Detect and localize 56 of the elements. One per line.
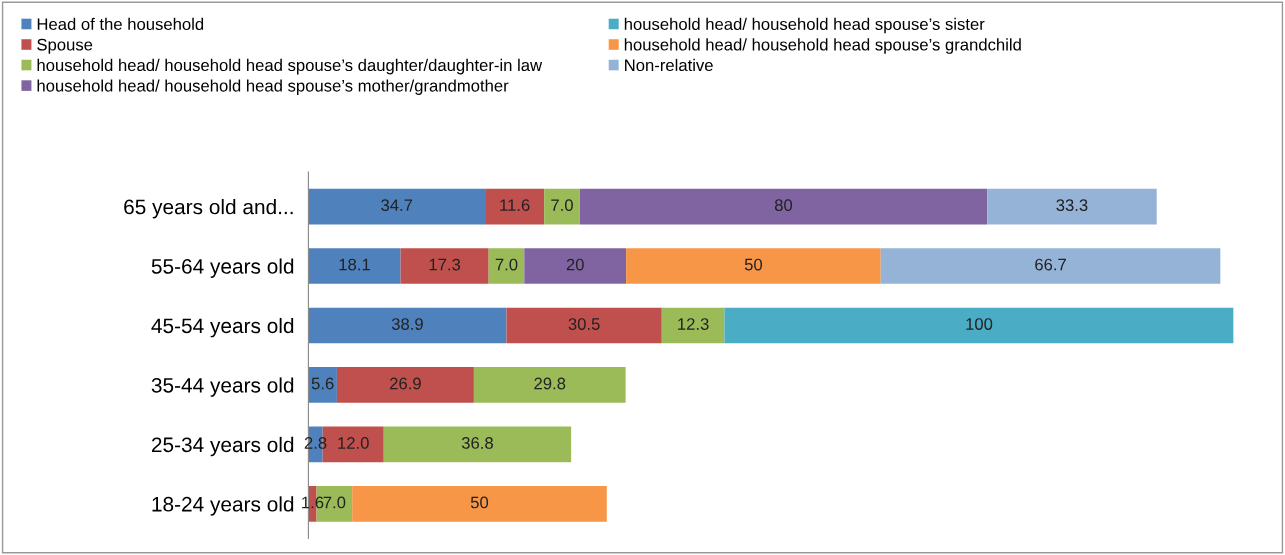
y-tick-label: 45-54 years old [151, 317, 294, 338]
legend-label: Head of the household [37, 17, 204, 31]
bar [308, 188, 486, 225]
bar [473, 367, 626, 403]
bar [626, 248, 881, 284]
bar [506, 307, 662, 344]
data-label: 12.3 [678, 318, 709, 330]
bar [336, 367, 474, 403]
data-label: 11.6 [500, 199, 530, 212]
data-label: 66.7 [1035, 258, 1066, 271]
bar [383, 426, 572, 463]
data-label: 100 [966, 318, 993, 330]
data-label: 34.7 [381, 199, 413, 212]
data-label: 29.8 [534, 377, 566, 390]
bar [579, 188, 988, 225]
bar [308, 307, 507, 344]
bar [308, 367, 337, 403]
legend-label: Spouse [37, 38, 93, 54]
y-tick-label: 18-24 years old [152, 496, 294, 516]
data-label: 17.3 [429, 258, 461, 271]
data-label: 38.9 [391, 318, 423, 330]
bar [400, 248, 489, 284]
bar [308, 248, 401, 284]
y-tick-label: 55-64 years old [151, 258, 294, 278]
bar [524, 248, 627, 284]
bar [661, 307, 725, 344]
bar [485, 188, 545, 225]
data-label: 33.3 [1056, 199, 1088, 212]
data-label: 7.0 [495, 258, 518, 271]
data-label: 12.0 [338, 437, 369, 449]
bar [987, 188, 1157, 225]
data-label: 30.5 [568, 318, 600, 330]
bar [880, 248, 1221, 284]
data-label: 7.0 [323, 496, 346, 509]
data-label: 26.9 [390, 377, 421, 390]
data-label: 50 [470, 496, 489, 509]
legend-label: household head/ household head spouse’s mother/grandmother [37, 79, 509, 95]
legend-label: Non-relative [625, 58, 713, 72]
data-label: 50 [744, 258, 763, 271]
bar [488, 248, 525, 284]
data-label: 36.8 [461, 437, 493, 449]
data-label: 18.1 [339, 258, 370, 271]
data-label: 5.6 [311, 377, 334, 390]
legend-label: household head/ household head spouse’s sister [624, 17, 985, 34]
data-label: 1.6 [302, 496, 324, 509]
legend-label: household head/ household head spouse’s daughter/daughter-in law [37, 58, 543, 75]
data-label: 20 [566, 258, 584, 271]
bar [544, 188, 580, 225]
bar [352, 486, 607, 522]
y-tick-label: 65 years old and... [124, 198, 293, 219]
data-label: 7.0 [551, 199, 573, 212]
bar [724, 307, 1234, 344]
y-tick-label: 25-34 years old [151, 436, 294, 457]
legend-label: household head/ household head spouse’s grandchild [624, 38, 1021, 54]
data-label: 80 [774, 199, 793, 212]
y-tick-label: 35-44 years old [151, 377, 294, 397]
